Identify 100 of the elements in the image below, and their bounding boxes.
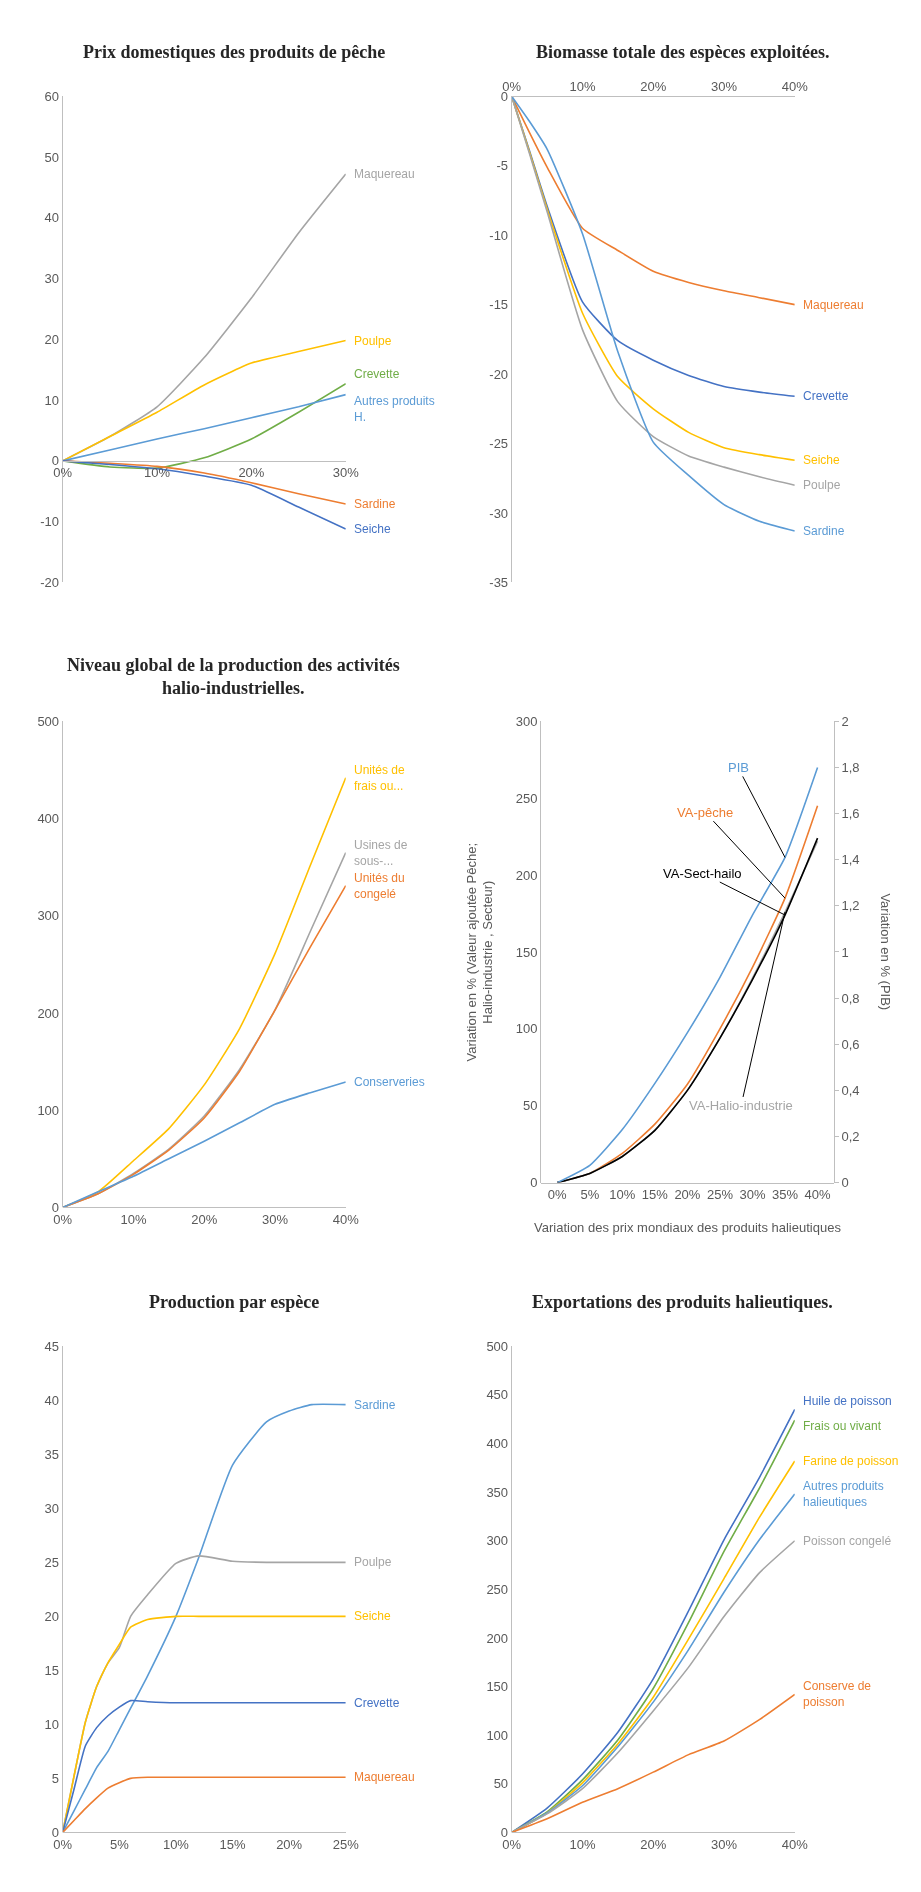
- series-label: Huile de poisson: [803, 1394, 892, 1408]
- line-series: [62, 393, 346, 462]
- y-tick-label: -20: [40, 574, 60, 590]
- series-label: Poulpe: [354, 1555, 392, 1569]
- x-axis-title: Variation des prix mondiaux des produits halieutiques: [534, 1220, 842, 1235]
- x-tick-label: 10%: [609, 1187, 636, 1203]
- y-tick-label: 200: [486, 1630, 509, 1646]
- y-tick-label: 400: [37, 811, 60, 827]
- x-tick-label: 15%: [641, 1187, 669, 1203]
- chart-title: Biomasse totale des espèces exploitées.: [536, 42, 830, 62]
- y-tick-label: 450: [486, 1387, 509, 1403]
- y-tick-label: 0: [500, 1824, 509, 1840]
- series-label: Conserve de poisson: [803, 1679, 872, 1709]
- y-tick-label: 500: [37, 713, 60, 729]
- series-label: Seiche: [354, 522, 392, 536]
- y-tick-label: 150: [486, 1679, 509, 1695]
- chart-title: Prix domestiques des produits de pêche: [83, 42, 386, 62]
- y2-tick-label: 1,6: [841, 806, 860, 822]
- y-tick-label: 10: [44, 392, 60, 408]
- series-label: Unités de frais ou...: [354, 763, 406, 793]
- x-tick-label: 0%: [547, 1187, 568, 1203]
- text: PIB: [728, 760, 749, 775]
- text: VA-Sect-hailo: [663, 866, 742, 881]
- y-tick-label: 0: [530, 1175, 538, 1191]
- x-tick-label: 30%: [710, 1837, 738, 1853]
- y2-tick-label: 1,4: [841, 852, 860, 868]
- y2-tick-label: 0: [841, 1175, 849, 1191]
- y-tick-label: 30: [44, 271, 60, 287]
- text: VA-pêche: [677, 805, 734, 820]
- y-tick-label: -20: [489, 366, 509, 382]
- y2-axis-title: Variation en % (PIB): [877, 893, 893, 1011]
- series-label: VA-Halio-industrie: [689, 1098, 793, 1113]
- x-tick-label: 25%: [332, 1837, 360, 1853]
- x-tick-label: 10%: [120, 1212, 147, 1228]
- x-tick-label: 10%: [144, 465, 171, 481]
- y2-tick-label: 0,6: [841, 1036, 860, 1052]
- series-label: Poisson congelé: [803, 1534, 892, 1548]
- x-tick-label: 20%: [238, 465, 265, 481]
- y-tick-label: 250: [486, 1581, 509, 1597]
- series-label: Sardine: [354, 1398, 396, 1412]
- chart-title: Production par espèce: [149, 1292, 320, 1312]
- series-label: Usines de sous-...: [354, 838, 408, 868]
- x-tick-label: 10%: [569, 79, 596, 95]
- x-tick-label: 0%: [53, 1837, 73, 1853]
- series-label: Sardine: [803, 524, 845, 538]
- y-tick-label: 15: [44, 1662, 60, 1678]
- series-label: Autres produits H.: [354, 394, 435, 424]
- y-tick-label: 100: [486, 1727, 509, 1743]
- y2-tick-label: 0,2: [841, 1129, 860, 1145]
- y-tick-label: -35: [489, 574, 509, 590]
- series-label: Conserveries: [354, 1075, 425, 1089]
- y-tick-label: 50: [493, 1776, 509, 1792]
- y-tick-label: 300: [515, 713, 538, 729]
- x-tick-label: 5%: [580, 1187, 600, 1203]
- y-tick-label: 300: [37, 908, 60, 924]
- x-tick-label: 35%: [772, 1187, 799, 1203]
- x-tick-label: 0%: [502, 1837, 522, 1853]
- y-tick-label: 60: [44, 88, 60, 104]
- x-tick-label: 25%: [706, 1187, 734, 1203]
- y2-tick-label: 2: [841, 713, 849, 729]
- series-label: Seiche: [803, 453, 841, 467]
- y-tick-label: 200: [515, 867, 538, 883]
- x-tick-label: 40%: [781, 79, 809, 95]
- y-tick-label: -5: [496, 158, 509, 174]
- y-tick-label: 45: [44, 1338, 60, 1354]
- y2-tick-label: 1,2: [841, 898, 860, 914]
- y-tick-label: 20: [44, 331, 60, 347]
- series-label: Poulpe: [803, 478, 841, 492]
- x-tick-label: 5%: [109, 1837, 130, 1853]
- y-tick-label: 250: [515, 790, 538, 806]
- series-label: Crevette: [354, 1696, 400, 1710]
- series-label: Seiche: [354, 1609, 392, 1623]
- x-tick-label: 40%: [332, 1212, 360, 1228]
- x-tick-label: 30%: [710, 79, 738, 95]
- y-tick-label: 5: [51, 1770, 60, 1786]
- series-label: Poulpe: [354, 334, 392, 348]
- x-tick-label: 15%: [219, 1837, 246, 1853]
- y-tick-label: 40: [44, 210, 60, 226]
- series-label: Maquereau: [354, 1770, 415, 1784]
- x-tick-label: 30%: [739, 1187, 766, 1203]
- y-tick-label: 25: [44, 1554, 60, 1570]
- y-tick-label: -10: [40, 514, 60, 530]
- y-tick-label: 35: [44, 1446, 60, 1462]
- y-tick-label: 400: [486, 1436, 509, 1452]
- y-tick-label: 300: [486, 1533, 509, 1549]
- x-tick-label: 10%: [162, 1837, 190, 1853]
- y-axis-title: Variation en % (Valeur ajoutée Pêche; Halio-industrie , Secteur): [463, 842, 496, 1062]
- series-label: Maquereau: [354, 167, 415, 181]
- chart-title: Exportations des produits halieutiques.: [532, 1292, 833, 1312]
- y-tick-label: 100: [37, 1102, 60, 1118]
- y2-tick-label: 1: [841, 944, 849, 960]
- y-tick-label: 150: [515, 944, 538, 960]
- y-tick-label: -10: [489, 227, 509, 243]
- y-tick-label: 50: [44, 149, 60, 165]
- x-tick-label: 20%: [674, 1187, 701, 1203]
- x-tick-label: 10%: [569, 1837, 596, 1853]
- y-tick-label: 30: [44, 1500, 60, 1516]
- series-label: Farine de poisson: [803, 1454, 899, 1468]
- x-tick-label: 20%: [640, 1837, 667, 1853]
- y-tick-label: -25: [489, 436, 509, 452]
